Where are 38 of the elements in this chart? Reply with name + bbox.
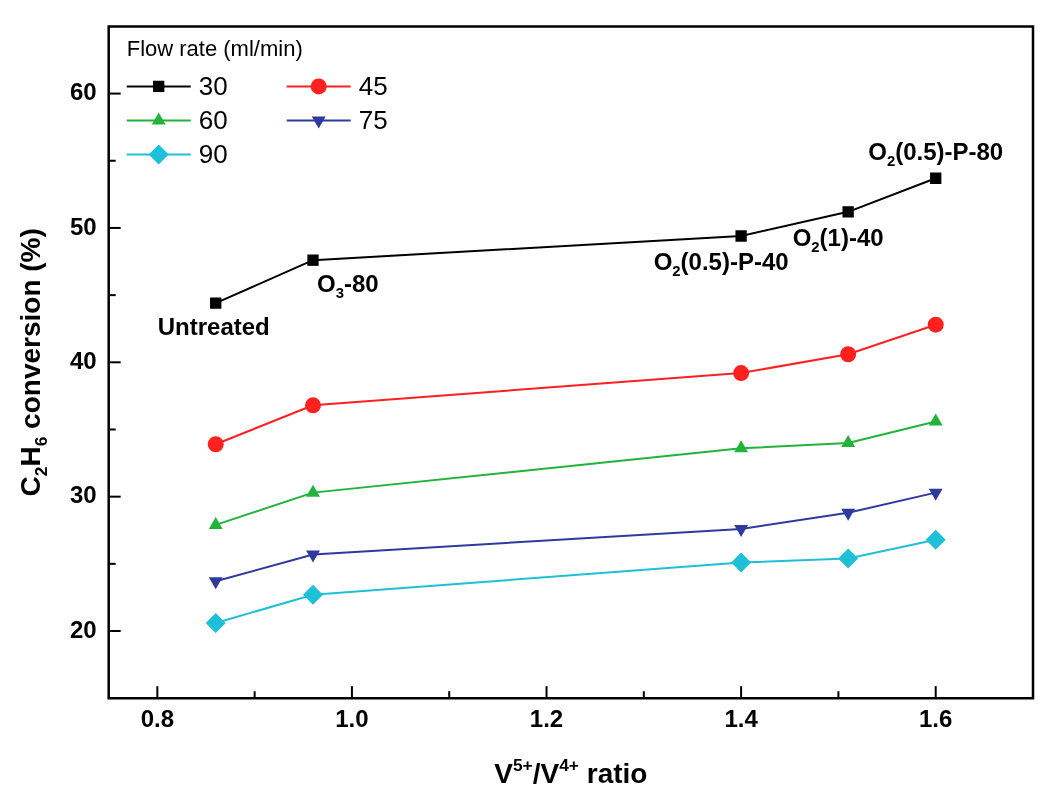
x-tick-label: 1.6 [919, 705, 953, 733]
y-tick-label: 40 [69, 346, 97, 374]
x-tick-label: 0.8 [140, 705, 175, 733]
x-tick-label: 1.0 [335, 705, 369, 733]
point [838, 548, 859, 569]
point [733, 365, 750, 382]
legend-label: 75 [358, 104, 388, 135]
x-tick-label: 1.4 [724, 705, 759, 733]
point [930, 172, 942, 184]
point [306, 550, 320, 563]
point [731, 552, 752, 573]
point [842, 206, 854, 218]
point [307, 254, 319, 266]
y-tick-label: 50 [69, 212, 97, 240]
y-tick-label: 30 [69, 481, 97, 509]
point [928, 488, 943, 501]
point [305, 397, 322, 414]
annotation: Untreated [157, 313, 270, 341]
point [208, 577, 223, 590]
point [841, 508, 856, 521]
point [927, 316, 944, 333]
x-tick-label: 1.2 [529, 705, 564, 733]
point [925, 529, 946, 550]
point [207, 436, 224, 453]
legend-title: Flow rate (ml/min) [126, 36, 303, 62]
legend-label: 90 [198, 138, 228, 169]
point [735, 230, 747, 242]
y-tick-label: 60 [69, 78, 97, 106]
y-axis-title: C2H6 conversion (%) [15, 228, 51, 497]
y-tick-label: 20 [69, 615, 97, 643]
legend-label: 60 [198, 104, 228, 135]
legend-label: 45 [358, 70, 388, 101]
legend-label: 30 [198, 70, 228, 101]
point [303, 584, 324, 605]
point [840, 346, 857, 363]
point [210, 297, 222, 309]
point [734, 524, 749, 537]
point [205, 612, 226, 633]
